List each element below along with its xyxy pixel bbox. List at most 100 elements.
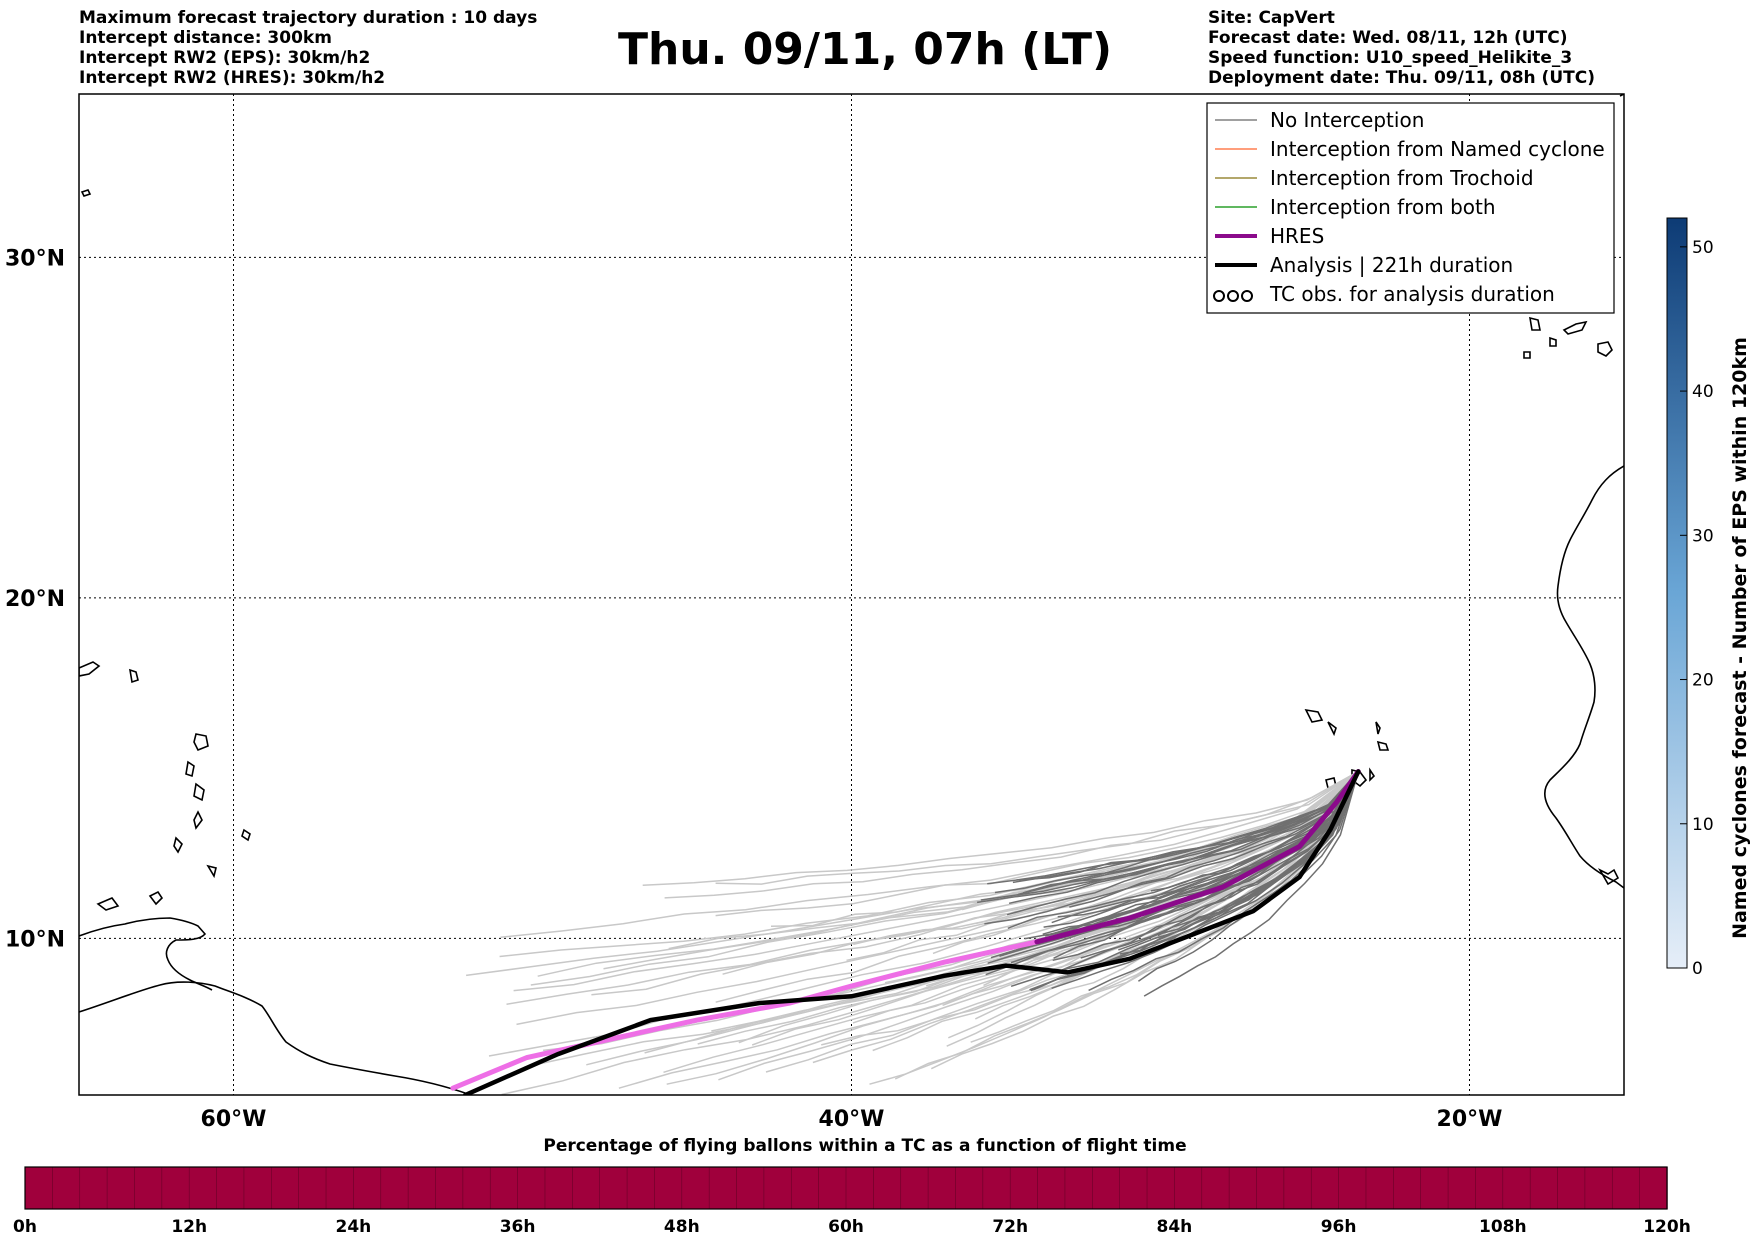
bottom-colorbar-cell (243, 1166, 272, 1210)
colorbar-tick-label: 0 (1692, 959, 1703, 979)
ensemble-track-near (994, 771, 1359, 894)
legend-entry-label: Interception from Named cyclone (1270, 137, 1605, 161)
ensemble-track-far (499, 770, 1359, 958)
bottom-colorbar-cell (763, 1166, 792, 1210)
hres-track-far (450, 939, 1040, 1091)
bottom-colorbar-cell (654, 1166, 683, 1210)
latitude-tick-labels: 10°N 20°N 30°N (5, 246, 65, 952)
ensemble-track-far (715, 771, 1359, 1003)
ensemble-track-near (987, 770, 1359, 885)
header-right-line: Forecast date: Wed. 08/11, 12h (UTC) (1208, 28, 1568, 48)
bottom-colorbar-cell (1310, 1166, 1340, 1210)
analysis-track (463, 769, 1361, 1095)
lat-tick-label: 30°N (5, 246, 65, 271)
ensemble-track-near (1143, 771, 1360, 997)
header-right-line: Site: CapVert (1208, 8, 1335, 28)
colorbar-tick-label: 50 (1692, 238, 1714, 258)
bottom-colorbar-cell (900, 1166, 929, 1210)
ensemble-track-far (591, 770, 1359, 996)
longitude-tick-labels: 60°W 40°W 20°W (201, 1107, 1503, 1132)
bottom-colorbar-cell (24, 1166, 54, 1210)
island-trinidad (96, 897, 120, 911)
bottom-colorbar-tick-label: 24h (336, 1217, 372, 1237)
bottom-colorbar-cell (1146, 1166, 1176, 1210)
bottom-colorbar-cell (873, 1166, 902, 1210)
bottom-colorbar-cell (572, 1166, 601, 1210)
bottom-colorbar-cell (1064, 1166, 1094, 1210)
ensemble-track-far (718, 771, 1359, 1081)
island-bermuda (80, 189, 92, 197)
legend-tc-symbol (1227, 290, 1239, 302)
legend-entry-label: Interception from Trochoid (1270, 166, 1534, 190)
island-caribbean-1 (148, 890, 164, 906)
ensemble-track-near (984, 771, 1359, 925)
bottom-colorbar-cell (1393, 1166, 1422, 1210)
bottom-colorbar-cell (1201, 1166, 1230, 1210)
colorbar-right: 0 10 20 30 40 50 (1666, 217, 1714, 979)
bottom-colorbar-cell (1502, 1166, 1531, 1210)
island-canary-1 (1529, 316, 1541, 331)
legend-entry-label: Interception from both (1270, 195, 1496, 219)
map-frame (78, 93, 1625, 1096)
island-bissagos (1597, 868, 1620, 886)
coastline-venezuela-bump (79, 917, 213, 991)
bottom-colorbar-cell (325, 1166, 355, 1210)
island-guadeloupe (128, 668, 139, 684)
bottom-colorbar-cell (188, 1166, 218, 1210)
legend: No Interception Interception from Named c… (1206, 102, 1615, 314)
bottom-colorbar-cell (982, 1166, 1011, 1210)
legend-entry-label: Analysis | 221h duration (1270, 253, 1513, 277)
ensemble-track-far (715, 770, 1359, 885)
ensemble-track-near (1150, 771, 1359, 892)
coastline-west-africa (1544, 465, 1624, 889)
bottom-colorbar-tick-label: 12h (171, 1217, 207, 1237)
bottom-colorbar-cell (462, 1166, 491, 1210)
bottom-colorbar-cell (1283, 1166, 1312, 1210)
bottom-colorbar-cell (1119, 1166, 1148, 1210)
bottom-colorbar-cell (1009, 1166, 1039, 1210)
colorbar-gradient (1666, 217, 1688, 969)
hres-track-near (1034, 769, 1361, 945)
legend-entry-label: No Interception (1270, 108, 1424, 132)
island-caribbean-2 (193, 733, 209, 752)
bottom-colorbar-cell (407, 1166, 437, 1210)
island-capeverde-4 (1376, 740, 1390, 751)
ensemble-track-near (1053, 771, 1359, 959)
bottom-colorbar-cell (1584, 1166, 1613, 1210)
ensemble-track-far (930, 771, 1359, 1070)
ensemble-track-near (1118, 771, 1359, 933)
bottom-colorbar-cell (845, 1166, 875, 1210)
island-capeverde-7 (1369, 767, 1376, 782)
ensemble-track-near (1008, 771, 1359, 905)
bottom-colorbar-cell (1174, 1166, 1203, 1210)
bottom-colorbar-cell (1529, 1166, 1559, 1210)
ensemble-track-far (666, 771, 1359, 1085)
legend-box (1206, 102, 1615, 314)
bottom-colorbar-cell (544, 1166, 574, 1210)
header-right-line: Deployment date: Thu. 09/11, 08h (UTC) (1208, 68, 1595, 88)
bottom-colorbar-cell (134, 1166, 163, 1210)
island-canary-4 (1597, 341, 1613, 357)
bottom-colorbar-cell (818, 1166, 847, 1210)
bottom-colorbar-tick-label: 36h (500, 1217, 536, 1237)
ensemble-track-near (1080, 771, 1359, 959)
header-left-line: Intercept RW2 (HRES): 30km/h2 (79, 68, 386, 88)
lon-tick-label: 60°W (201, 1107, 267, 1132)
header-left-info: Maximum forecast trajectory duration : 1… (79, 8, 537, 88)
lat-tick-label: 20°N (5, 587, 65, 612)
island-capeverde-3 (1375, 721, 1381, 735)
island-capeverde-2 (1327, 721, 1337, 737)
bottom-colorbar-tick-label: 0h (13, 1217, 37, 1237)
island-caribbean-8 (241, 828, 251, 842)
bottom-colorbar-title: Percentage of flying ballons within a TC… (543, 1136, 1187, 1156)
bottom-colorbar-cell (106, 1166, 136, 1210)
header-right-info: Site: CapVert Forecast date: Wed. 08/11,… (1208, 8, 1595, 88)
map-area (79, 94, 1624, 1095)
bottom-colorbar-cell (216, 1166, 245, 1210)
ensemble-track-far (970, 771, 1359, 1043)
island-caribbean-6 (173, 836, 183, 854)
coastline-south-america (79, 981, 469, 1095)
bottom-colorbar-cell (599, 1166, 628, 1210)
lat-tick-label: 10°N (5, 927, 65, 952)
